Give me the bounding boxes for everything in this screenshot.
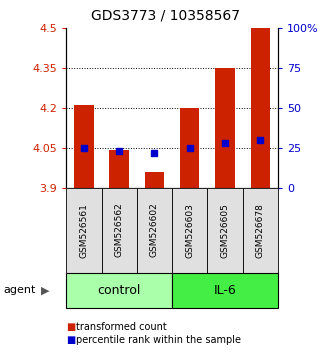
Bar [145,172,164,188]
Text: GSM526603: GSM526603 [185,202,194,258]
Bar [215,68,235,188]
Bar [243,188,278,273]
Text: IL-6: IL-6 [214,284,236,297]
Text: GSM526602: GSM526602 [150,203,159,257]
Text: agent: agent [3,285,36,295]
Bar [110,150,129,188]
Text: GSM526605: GSM526605 [220,202,230,258]
Text: ■: ■ [66,335,75,345]
Bar [180,108,200,188]
Bar [172,273,278,308]
Bar [66,273,172,308]
Text: GDS3773 / 10358567: GDS3773 / 10358567 [91,9,240,23]
Text: ▶: ▶ [41,285,50,295]
Text: percentile rank within the sample: percentile rank within the sample [76,335,241,345]
Bar [74,105,94,188]
Text: GSM526678: GSM526678 [256,202,265,258]
Bar [102,188,137,273]
Bar [251,28,270,188]
Text: GSM526562: GSM526562 [115,203,124,257]
Text: GSM526561: GSM526561 [79,202,88,258]
Bar [66,188,102,273]
Text: transformed count: transformed count [76,322,167,332]
Text: ■: ■ [66,322,75,332]
Bar [172,188,208,273]
Text: control: control [97,284,141,297]
Bar [208,188,243,273]
Bar [137,188,172,273]
